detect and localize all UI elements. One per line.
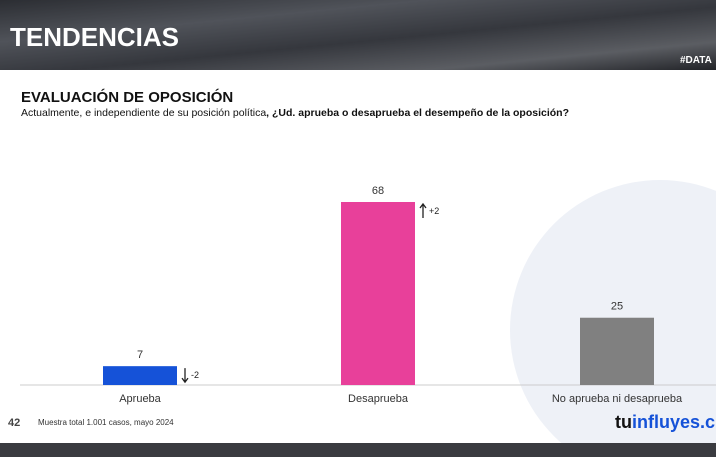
change-arrow <box>181 368 189 384</box>
banner-title: TENDENCIAS <box>10 22 179 52</box>
change-label: +2 <box>429 206 439 216</box>
footnote: Muestra total 1.001 casos, mayo 2024 <box>38 418 174 427</box>
chart-subtitle: Actualmente, e independiente de su posic… <box>21 107 569 119</box>
bar <box>341 202 415 385</box>
logo: tuinfluyes.c <box>615 412 715 432</box>
x-tick-label: Desaprueba <box>348 393 409 405</box>
value-label: 7 <box>137 349 143 361</box>
value-label: 25 <box>611 301 623 313</box>
logo-part: .c <box>700 412 715 432</box>
chart-title: EVALUACIÓN DE OPOSICIÓN <box>21 88 233 106</box>
banner-tag: #DATA <box>680 55 712 66</box>
logo-part: tu <box>615 412 632 432</box>
change-arrow <box>419 202 427 218</box>
x-tick-label: Aprueba <box>119 393 161 405</box>
bar <box>580 317 654 385</box>
banner <box>0 0 716 70</box>
bottom-strip <box>0 443 716 457</box>
change-label: -2 <box>191 370 199 380</box>
bar <box>103 366 177 385</box>
logo-part: influyes <box>632 412 700 432</box>
page-number: 42 <box>8 417 20 429</box>
x-tick-label: No aprueba ni desaprueba <box>552 393 683 405</box>
subtitle-part: , ¿Ud. aprueba o desaprueba el desempeño… <box>266 107 569 119</box>
banner-shade <box>0 0 716 70</box>
value-label: 68 <box>372 185 384 197</box>
subtitle-part: Actualmente, e independiente de su posic… <box>21 107 266 119</box>
